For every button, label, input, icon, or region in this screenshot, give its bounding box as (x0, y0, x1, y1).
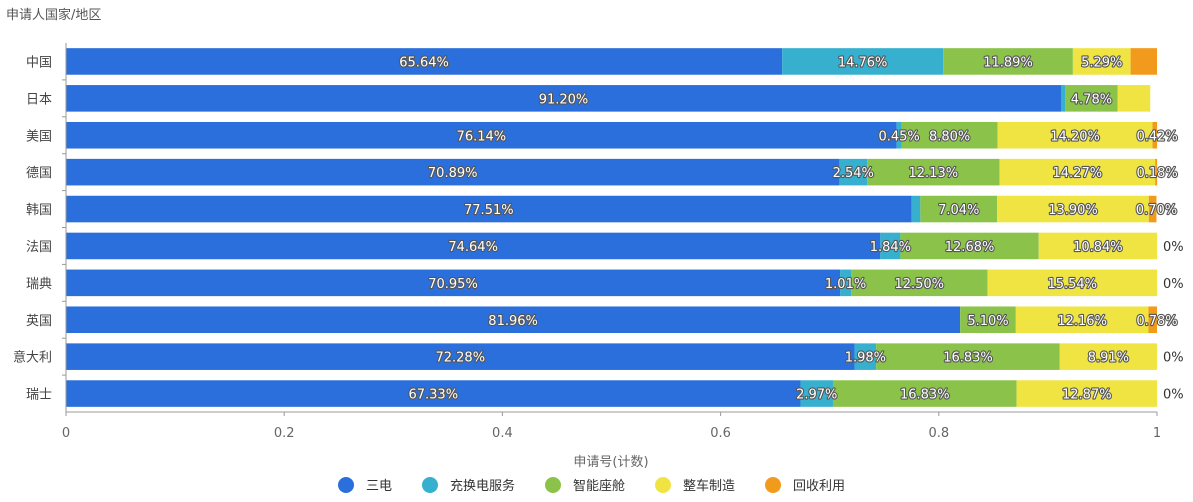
data-label: 2.97% (796, 388, 837, 403)
data-label: 0.18% (1136, 166, 1177, 181)
x-tick-label: 1 (1153, 426, 1161, 441)
y-category-label: 中国 (26, 55, 52, 70)
y-category-label: 瑞典 (26, 277, 52, 292)
legend-label: 整车制造 (683, 478, 735, 494)
y-category-label: 德国 (26, 166, 52, 181)
data-label: 14.76% (838, 55, 888, 70)
legend-label: 智能座舱 (573, 479, 625, 494)
data-label: 77.51% (464, 203, 514, 218)
x-tick-label: 0.4 (492, 426, 513, 441)
y-category-label: 意大利 (13, 350, 52, 366)
bar-segment[interactable] (1061, 85, 1065, 112)
y-category-label: 法国 (26, 240, 52, 255)
x-tick-label: 0.8 (928, 426, 949, 441)
data-label: 72.28% (435, 351, 485, 366)
bar-segment[interactable] (1131, 48, 1157, 75)
data-label: 14.27% (1053, 166, 1103, 181)
data-label: 1.84% (870, 240, 911, 255)
data-label: 10.84% (1073, 240, 1123, 255)
data-label: 0.70% (1136, 203, 1177, 218)
data-label: 0% (1163, 240, 1184, 255)
data-label: 14.20% (1050, 129, 1100, 144)
legend-swatch (338, 477, 354, 493)
legend-item[interactable]: 智能座舱 (545, 477, 625, 494)
data-label: 12.68% (945, 240, 995, 255)
x-tick-label: 0.2 (274, 426, 295, 441)
data-label: 13.90% (1048, 203, 1098, 218)
data-label: 11.89% (983, 55, 1033, 70)
legend-item[interactable]: 整车制造 (655, 477, 735, 494)
data-label: 0% (1163, 351, 1184, 366)
legend[interactable]: 三电 充换电服务 智能座舱 整车制造 回收利用 (338, 477, 845, 494)
data-label: 8.91% (1088, 351, 1129, 366)
y-category-label: 美国 (26, 129, 52, 144)
data-label: 12.16% (1057, 314, 1107, 329)
legend-swatch (765, 477, 781, 493)
data-label: 1.01% (825, 277, 866, 292)
data-label: 0.78% (1136, 314, 1177, 329)
y-category-label: 英国 (26, 314, 52, 329)
y-category-label: 韩国 (26, 203, 52, 218)
data-label: 5.10% (967, 314, 1008, 329)
data-label: 91.20% (539, 92, 589, 107)
x-axis-title: 申请号(计数) (573, 455, 648, 470)
data-label: 2.54% (833, 166, 874, 181)
y-category-label: 日本 (26, 92, 52, 107)
legend-item[interactable]: 充换电服务 (422, 477, 515, 494)
data-label: 12.50% (894, 277, 944, 292)
data-label: 12.87% (1062, 388, 1112, 403)
data-label: 8.80% (929, 129, 970, 144)
data-label: 65.64% (399, 55, 449, 70)
legend-swatch (422, 477, 438, 493)
data-label: 7.04% (938, 203, 979, 218)
bar-segment[interactable] (912, 196, 921, 223)
x-tick-label: 0 (62, 426, 70, 441)
data-label: 0% (1163, 388, 1184, 403)
bars-layer (66, 48, 1157, 407)
data-label: 5.29% (1081, 55, 1122, 70)
data-label: 74.64% (448, 240, 498, 255)
legend-label: 回收利用 (793, 479, 845, 494)
data-label: 1.98% (845, 351, 886, 366)
legend-item[interactable]: 回收利用 (765, 477, 845, 494)
data-label: 70.89% (428, 166, 478, 181)
legend-label: 充换电服务 (450, 478, 515, 494)
data-label: 16.83% (900, 388, 950, 403)
y-category-label: 瑞士 (26, 388, 52, 403)
data-label: 15.54% (1047, 277, 1097, 292)
data-label: 67.33% (408, 388, 458, 403)
data-label: 76.14% (457, 129, 507, 144)
legend-label: 三电 (366, 479, 392, 494)
data-label: 0.45% (878, 129, 919, 144)
data-label: 4.78% (1071, 92, 1112, 107)
legend-item[interactable]: 三电 (338, 477, 392, 494)
legend-swatch (545, 477, 561, 493)
data-label: 12.13% (909, 166, 959, 181)
legend-swatch (655, 477, 671, 493)
data-label: 0% (1163, 277, 1184, 292)
data-label: 0.42% (1136, 129, 1177, 144)
data-label: 81.96% (488, 314, 538, 329)
x-tick-label: 0.6 (710, 426, 731, 441)
data-label: 16.83% (943, 351, 993, 366)
bar-segment[interactable] (1118, 85, 1151, 112)
data-label: 70.95% (428, 277, 478, 292)
